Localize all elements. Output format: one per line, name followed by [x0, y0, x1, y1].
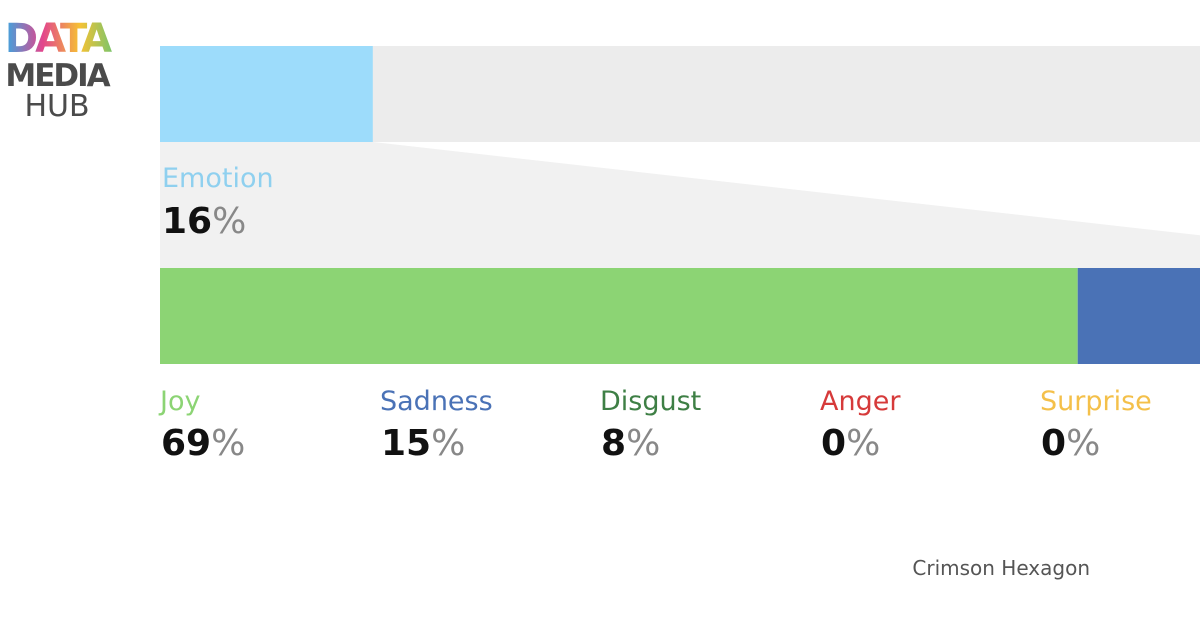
overall-label: Emotion [162, 163, 274, 194]
unit: % [626, 423, 660, 464]
logo-line: HUB [24, 89, 89, 124]
value-label: 0% [1041, 423, 1100, 464]
value-label: 8% [601, 423, 660, 464]
legend-label: Joy [158, 386, 200, 417]
value-label: 69% [161, 423, 245, 464]
funnel [160, 142, 1200, 268]
unit: % [431, 423, 465, 464]
bar-segment [1077, 268, 1200, 364]
legend-label: Disgust [600, 386, 701, 417]
unit: % [846, 423, 880, 464]
value: 15 [381, 423, 431, 464]
unit: % [211, 423, 245, 464]
value: 8 [601, 423, 626, 464]
bar-segment [160, 268, 1078, 364]
overall-value: 16% [162, 201, 246, 242]
source: Crimson Hexagon [912, 556, 1090, 580]
value: 69 [161, 423, 211, 464]
value-label: 15% [381, 423, 465, 464]
legend-label: Surprise [1040, 386, 1152, 417]
logo-line: MEDIA [5, 58, 110, 94]
value: 0 [821, 423, 846, 464]
bar [160, 46, 373, 142]
value: 16 [162, 201, 212, 242]
unit: % [1066, 423, 1100, 464]
value: 0 [1041, 423, 1066, 464]
value-label: 0% [821, 423, 880, 464]
logo-line: DATA [5, 16, 112, 62]
unit: % [212, 201, 246, 242]
legend-label: Sadness [380, 386, 493, 417]
legend-label: Anger [820, 386, 901, 417]
